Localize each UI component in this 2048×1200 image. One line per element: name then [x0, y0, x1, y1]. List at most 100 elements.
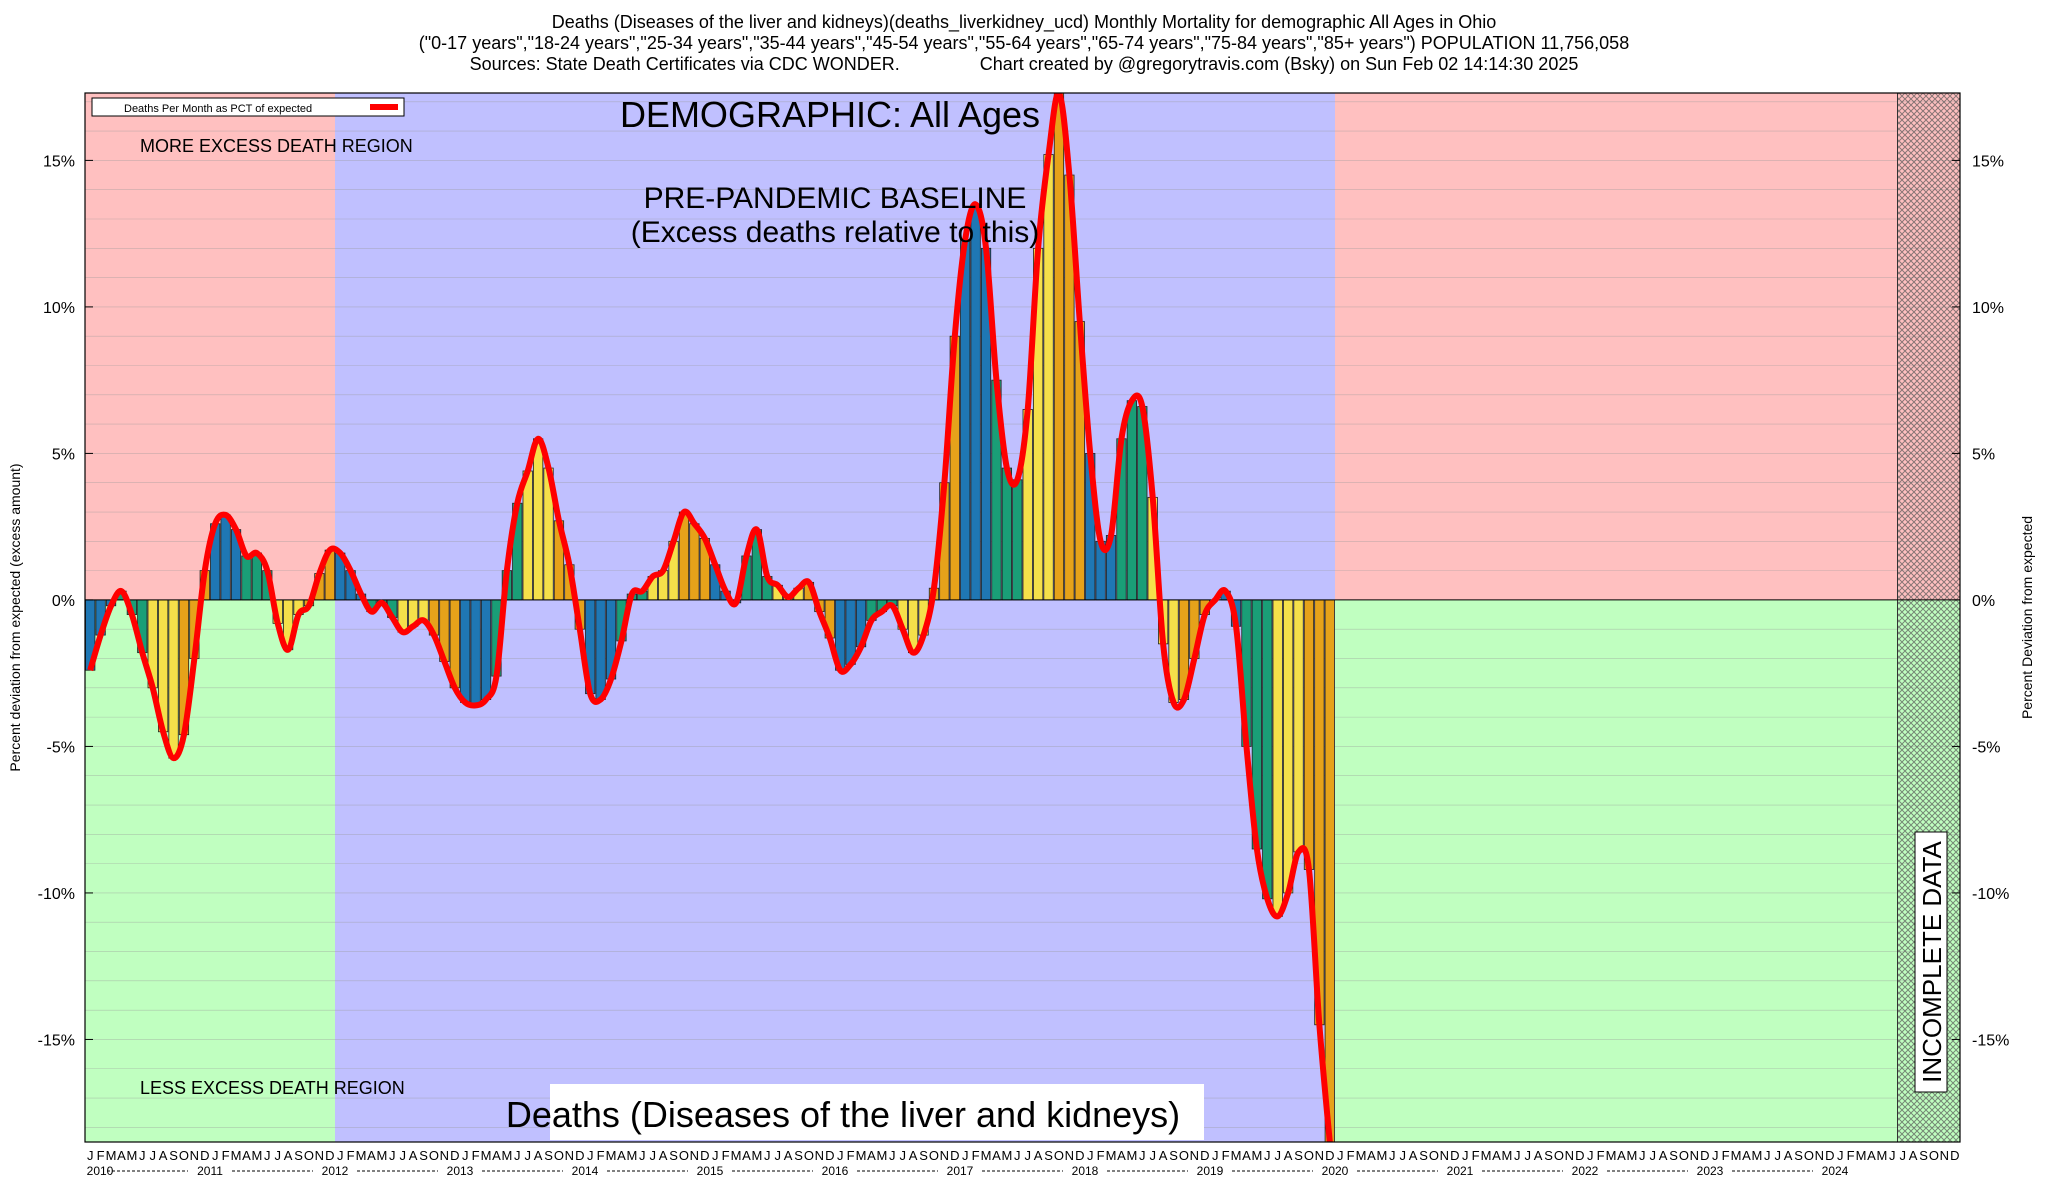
x-tick-label-month: A	[1117, 1148, 1126, 1163]
x-tick-label-month: D	[1450, 1148, 1459, 1163]
x-tick-label-month: S	[419, 1148, 428, 1163]
x-tick-label-month: D	[450, 1148, 459, 1163]
x-tick-label-month: J	[889, 1148, 896, 1163]
x-tick-label-month: A	[284, 1148, 293, 1163]
x-tick-label-month: M	[126, 1148, 137, 1163]
x-tick-label-month: O	[929, 1148, 939, 1163]
y-axis: -15% -15% -10% -10% -5% -5% 0% 0% 5% 5% 10% 10% 15% 1…	[38, 153, 2010, 1049]
x-tick-label-month: F	[1222, 1148, 1230, 1163]
x-tick-label-month: A	[1159, 1148, 1168, 1163]
x-tick-label-month: O	[804, 1148, 814, 1163]
bar	[460, 599, 471, 703]
x-tick-label-month: F	[597, 1148, 605, 1163]
x-tick-label-month: N	[440, 1148, 449, 1163]
gridlines	[85, 101, 1960, 1128]
x-tick-label-month: J	[1087, 1148, 1094, 1163]
legend-label: Deaths Per Month as PCT of expected	[124, 103, 312, 115]
x-tick-label-month: F	[347, 1148, 355, 1163]
x-tick-label-month: A	[492, 1148, 501, 1163]
x-tick-label-month: N	[1815, 1148, 1824, 1163]
x-tick-label-month: J	[1514, 1148, 1521, 1163]
x-tick-label-month: J	[1764, 1148, 1771, 1163]
x-tick-label-month: A	[117, 1148, 126, 1163]
x-tick-label-month: S	[669, 1148, 678, 1163]
x-tick-label-month: N	[565, 1148, 574, 1163]
x-tick-label-month: J	[712, 1148, 719, 1163]
x-tick-label-month: J	[1274, 1148, 1281, 1163]
x-tick-label-year: 2011	[197, 1164, 223, 1178]
x-tick-label-month: M	[1856, 1148, 1867, 1163]
chart-subtitle: ("0-17 years","18-24 years","25-34 years…	[418, 33, 1630, 53]
x-tick-label-month: J	[1337, 1148, 1344, 1163]
bar	[595, 599, 606, 700]
x-tick-label-month: J	[1524, 1148, 1531, 1163]
cause-label-bg	[550, 1084, 1204, 1140]
x-tick-label-month: J	[639, 1148, 646, 1163]
y-tick-label-left: 0%	[52, 593, 75, 610]
x-tick-label-month: J	[514, 1148, 521, 1163]
x-tick-label-month: J	[1774, 1148, 1781, 1163]
x-tick-label-month: F	[1097, 1148, 1105, 1163]
y-tick-label-right: 5%	[1972, 446, 1995, 463]
x-tick-label-month: A	[1742, 1148, 1751, 1163]
x-tick-label-month: M	[1356, 1148, 1367, 1163]
x-tick-label-year: 2017	[947, 1164, 974, 1178]
x-tick-label-month: A	[1367, 1148, 1376, 1163]
x-tick-label-month: M	[1251, 1148, 1262, 1163]
bar	[960, 239, 971, 601]
x-tick-label-month: D	[700, 1148, 709, 1163]
y-tick-label-right: 0%	[1972, 593, 1995, 610]
less-region-left	[85, 599, 335, 1142]
x-tick-label-month: O	[1179, 1148, 1189, 1163]
x-tick-label-month: M	[751, 1148, 762, 1163]
x-tick-label-month: S	[1544, 1148, 1553, 1163]
x-tick-label-month: J	[399, 1148, 406, 1163]
x-tick-label-year: 2016	[822, 1164, 849, 1178]
bar	[970, 203, 981, 601]
x-tick-label-year: 2010	[87, 1164, 114, 1178]
series-line	[87, 93, 1333, 1142]
bar	[689, 523, 700, 601]
x-tick-label-month: A	[1492, 1148, 1501, 1163]
x-tick-label-month: N	[1315, 1148, 1324, 1163]
y-axis-title-left: Percent deviation from expected (excess …	[7, 463, 23, 771]
plot-frame	[84, 92, 1961, 1143]
x-tick-label-month: S	[1294, 1148, 1303, 1163]
x-tick-label-month: J	[1014, 1148, 1021, 1163]
x-tick-label-month: J	[587, 1148, 594, 1163]
x-tick-label-year: 2014	[572, 1164, 599, 1178]
bar	[533, 438, 544, 601]
x-tick-label-month: S	[1044, 1148, 1053, 1163]
x-tick-label-month: A	[1617, 1148, 1626, 1163]
x-tick-label-year: 2023	[1697, 1164, 1724, 1178]
x-tick-label-month: J	[1587, 1148, 1594, 1163]
x-tick-label-month: J	[1639, 1148, 1646, 1163]
x-tick-label-month: J	[274, 1148, 281, 1163]
x-tick-label-month: N	[815, 1148, 824, 1163]
bar	[220, 514, 231, 601]
x-tick-label-year: 2019	[1197, 1164, 1224, 1178]
bar	[1262, 599, 1273, 900]
baseline-label-line2: (Excess deaths relative to this)	[631, 216, 1040, 249]
bar	[1303, 599, 1315, 870]
y-tick-label-right: -10%	[1972, 886, 2009, 903]
x-tick-label-month: F	[222, 1148, 230, 1163]
x-tick-label-month: S	[1169, 1148, 1178, 1163]
x-tick-label-month: F	[1722, 1148, 1730, 1163]
x-tick-label-month: A	[617, 1148, 626, 1163]
x-tick-label-month: S	[1794, 1148, 1803, 1163]
x-tick-label-month: N	[1690, 1148, 1699, 1163]
x-tick-label-month: O	[429, 1148, 439, 1163]
x-tick-label-month: S	[1919, 1148, 1928, 1163]
x-tick-label-month: M	[1126, 1148, 1137, 1163]
x-tick-label-month: J	[337, 1148, 344, 1163]
x-tick-label-month: J	[774, 1148, 781, 1163]
x-tick-label-month: A	[367, 1148, 376, 1163]
x-tick-label-month: D	[1325, 1148, 1334, 1163]
x-tick-label-month: N	[1940, 1148, 1949, 1163]
legend: Deaths Per Month as PCT of expected	[91, 97, 405, 117]
x-tick-label-month: M	[1626, 1148, 1637, 1163]
x-tick-label-month: N	[1565, 1148, 1574, 1163]
x-tick-label-month: S	[294, 1148, 303, 1163]
y-tick-label-left: 5%	[52, 446, 75, 463]
